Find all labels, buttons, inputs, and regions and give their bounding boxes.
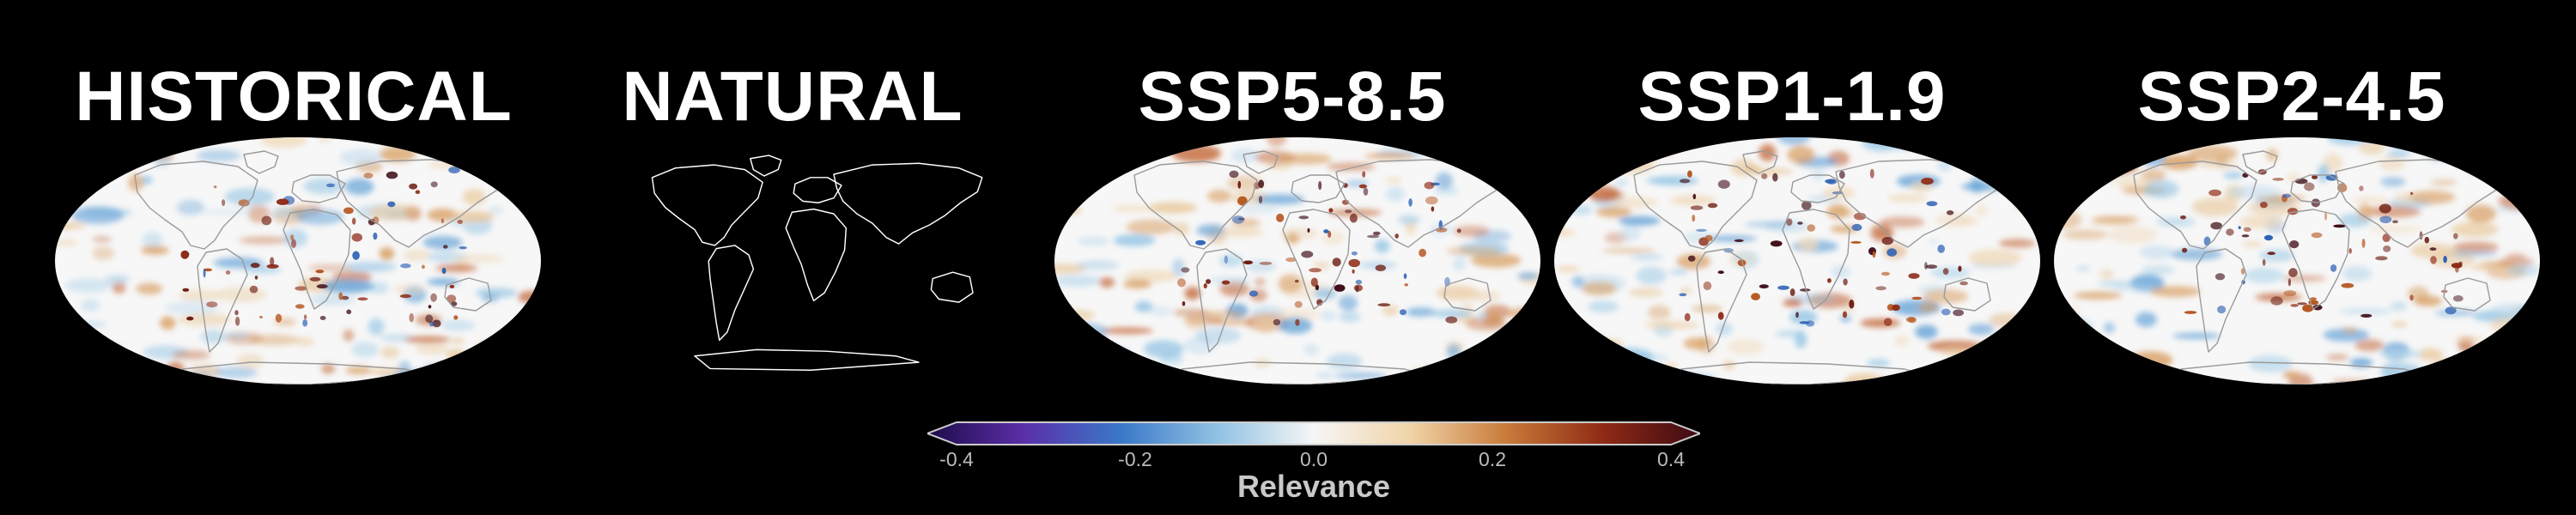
map-ssp585 <box>1054 137 1540 385</box>
map-ocean-background <box>1054 137 1540 385</box>
map-historical <box>55 137 541 385</box>
panel-title-historical: HISTORICAL <box>75 58 513 136</box>
panel-title-natural: NATURAL <box>622 58 963 136</box>
colorbar-tick-label: 0.0 <box>1300 448 1327 470</box>
colorbar-tick-label: -0.4 <box>939 448 974 470</box>
colorbar-label: Relevance <box>1236 469 1391 504</box>
colorbar-bar <box>927 421 1700 445</box>
colorbar-tick-label: 0.4 <box>1657 448 1685 470</box>
panel-title-ssp119: SSP1-1.9 <box>1637 58 1947 136</box>
map-ssp119 <box>1554 137 2040 385</box>
panel-title-ssp245: SSP2-4.5 <box>2137 58 2446 136</box>
map-natural <box>651 154 983 372</box>
colorbar-tick-label: 0.2 <box>1479 448 1506 470</box>
panel-title-ssp585: SSP5-8.5 <box>1138 58 1447 136</box>
colorbar <box>927 421 1700 445</box>
colorbar-tick-label: -0.2 <box>1118 448 1152 470</box>
map-ssp245 <box>2054 137 2540 385</box>
coastline-outline <box>651 154 983 372</box>
